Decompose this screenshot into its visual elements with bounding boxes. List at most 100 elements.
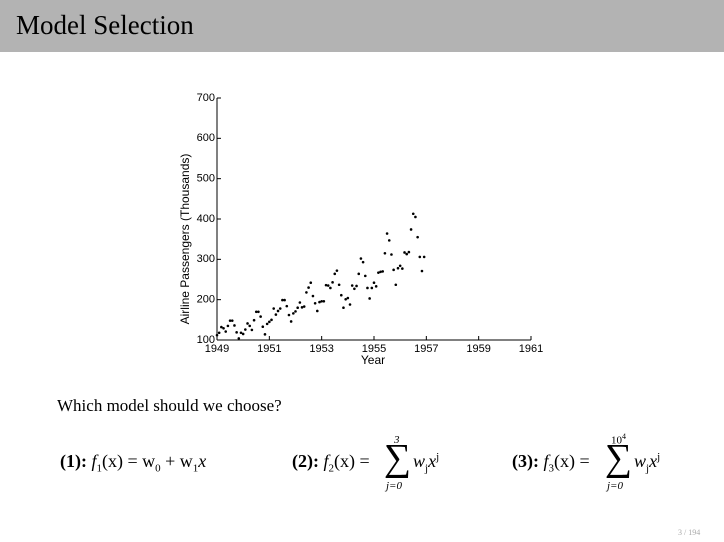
formula-sub: 1 xyxy=(192,462,199,475)
point xyxy=(344,297,347,301)
x-tick-label: 1957 xyxy=(414,343,438,355)
point xyxy=(235,331,238,334)
point xyxy=(298,301,302,304)
point xyxy=(309,281,313,285)
point xyxy=(335,269,339,272)
point xyxy=(226,324,230,328)
sum-lower: j=0 xyxy=(607,480,623,492)
point xyxy=(374,285,378,288)
point xyxy=(287,313,291,317)
x-tick-label: 1949 xyxy=(205,343,229,355)
point xyxy=(278,307,282,310)
point xyxy=(326,284,330,287)
point xyxy=(333,272,337,276)
formula-sup: j xyxy=(436,451,440,463)
point xyxy=(420,269,424,273)
y-tick-label: 100 xyxy=(197,334,215,346)
point xyxy=(379,270,382,274)
formula-text: f xyxy=(543,451,549,471)
formula-text: f xyxy=(323,451,329,471)
point xyxy=(276,309,280,313)
x-tick-label: 1959 xyxy=(466,343,490,355)
formula-sub: 0 xyxy=(155,462,161,475)
point xyxy=(322,299,326,303)
point xyxy=(215,333,219,337)
formula-sub: j xyxy=(646,462,650,475)
formula-text: x xyxy=(198,451,207,471)
slide-title: Model Selection xyxy=(16,10,194,40)
point xyxy=(302,305,306,308)
point xyxy=(337,283,341,287)
point xyxy=(405,252,409,256)
y-tick-label: 500 xyxy=(197,173,215,185)
point xyxy=(366,286,369,290)
point xyxy=(261,325,265,328)
point xyxy=(263,333,267,336)
point xyxy=(257,310,260,314)
y-tick-label: 600 xyxy=(197,132,215,144)
point xyxy=(259,315,262,318)
x-axis-label: Year xyxy=(361,353,385,367)
point xyxy=(418,255,422,259)
point xyxy=(407,250,411,254)
formula-term: wjxj xyxy=(634,451,660,475)
point xyxy=(294,310,297,313)
point xyxy=(313,301,317,305)
point xyxy=(246,322,249,325)
point xyxy=(381,270,385,273)
x-tick-label: 1953 xyxy=(309,343,333,355)
point xyxy=(217,331,221,335)
point xyxy=(401,267,404,270)
formula-text: w xyxy=(413,451,426,471)
point xyxy=(270,318,273,322)
formula-sup: j xyxy=(657,451,661,463)
point xyxy=(272,307,276,310)
point xyxy=(355,284,358,288)
point xyxy=(296,306,299,310)
formula-text: (x) = xyxy=(334,451,370,471)
point xyxy=(398,264,402,268)
point xyxy=(268,320,271,324)
point xyxy=(315,309,319,313)
formula-label: (3): xyxy=(512,451,539,471)
formula-text: w xyxy=(634,451,647,471)
point xyxy=(320,299,323,303)
sum-upper-exp: 4 xyxy=(622,432,626,441)
point xyxy=(363,274,367,278)
point xyxy=(383,251,387,255)
point xyxy=(370,286,374,290)
point xyxy=(359,257,363,260)
page-number: 3 / 194 xyxy=(678,528,701,537)
point xyxy=(377,271,380,274)
y-tick-label: 300 xyxy=(197,253,215,265)
formula-term: wjxj xyxy=(413,451,439,475)
point xyxy=(285,304,289,308)
formula-sub: 3 xyxy=(548,462,555,475)
point xyxy=(414,215,417,219)
formula-text: x xyxy=(428,451,437,471)
formula-sub: j xyxy=(425,462,429,475)
point xyxy=(353,287,356,291)
point xyxy=(220,325,223,329)
point xyxy=(241,332,245,336)
point xyxy=(233,324,236,327)
formula-label: (2): xyxy=(292,451,319,471)
sum-lower: j=0 xyxy=(386,480,402,492)
title-bar: Model Selection xyxy=(0,0,724,52)
point xyxy=(348,303,352,306)
point xyxy=(403,251,406,254)
point xyxy=(283,298,286,302)
sum-upper-base: 10 xyxy=(611,434,622,447)
formula-text: x xyxy=(649,451,658,471)
point xyxy=(311,294,315,298)
point xyxy=(357,272,361,276)
point xyxy=(411,212,415,216)
point xyxy=(222,327,225,330)
point xyxy=(409,228,413,231)
point xyxy=(237,337,241,340)
point xyxy=(289,320,293,323)
point xyxy=(331,281,334,284)
point xyxy=(324,283,328,287)
